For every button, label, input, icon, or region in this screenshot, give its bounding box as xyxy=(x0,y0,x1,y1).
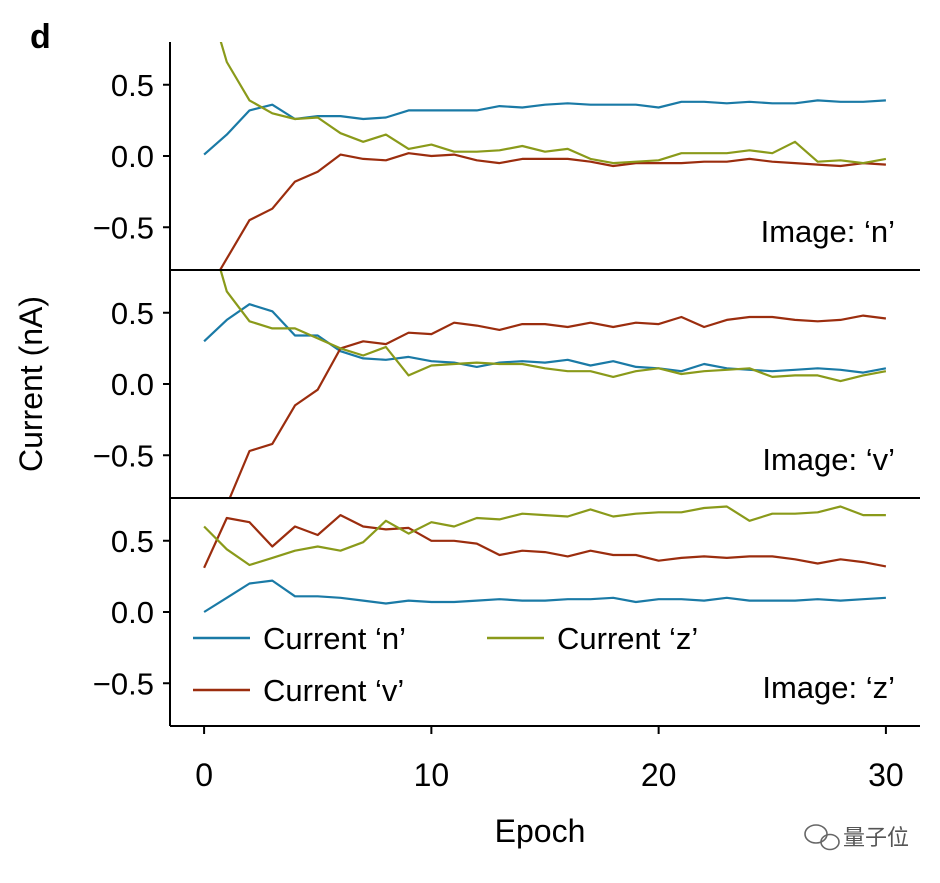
panel-label: d xyxy=(30,18,51,56)
series-line-currentz xyxy=(219,42,887,165)
y-tick-label: 0.0 xyxy=(111,595,154,630)
series-line-currentz xyxy=(203,505,886,567)
y-tick-label: 0.5 xyxy=(111,68,154,103)
y-tick-label: −0.5 xyxy=(93,210,154,245)
x-tick-label: 30 xyxy=(868,757,904,793)
y-axis-label: Current (nA) xyxy=(13,296,49,472)
series-line-currentn xyxy=(203,99,886,156)
series-group xyxy=(203,505,887,613)
panel-annotation: Image: ‘n’ xyxy=(761,214,895,249)
series-line-currentv xyxy=(218,152,886,270)
panel-3: −0.5 0.0 0.5 Image: ‘z’ 0 10 20 30 xyxy=(93,505,904,793)
y-tick-label: 0.0 xyxy=(111,367,154,402)
y-tick-label: 0.5 xyxy=(111,296,154,331)
watermark: 量子位 xyxy=(804,824,909,851)
series-group xyxy=(203,42,887,270)
panel-1: −0.5 0.0 0.5 Image: ‘n’ xyxy=(93,42,895,270)
y-tick-label: −0.5 xyxy=(93,438,154,473)
legend-label: Current ‘n’ xyxy=(263,621,406,656)
y-tick-label: 0.0 xyxy=(111,139,154,174)
legend-item-current-n: Current ‘n’ xyxy=(193,621,406,656)
y-tick-label: 0.5 xyxy=(111,524,154,559)
legend-label: Current ‘z’ xyxy=(557,621,698,656)
series-line-currentv xyxy=(228,314,887,498)
chart-panels: −0.5 0.0 0.5 Image: ‘n’ −0.5 0.0 0.5 Image: ‘v’… xyxy=(93,42,904,793)
legend-item-current-v: Current ‘v’ xyxy=(193,673,404,708)
panel-annotation: Image: ‘z’ xyxy=(762,670,895,705)
y-tick-label: −0.5 xyxy=(93,666,154,701)
wechat-icon xyxy=(804,824,840,851)
watermark-text: 量子位 xyxy=(843,825,909,850)
series-line-currentv xyxy=(203,513,887,569)
series-line-currentz xyxy=(219,270,887,383)
x-tick-label: 10 xyxy=(414,757,450,793)
legend-label: Current ‘v’ xyxy=(263,673,404,708)
panel-2: −0.5 0.0 0.5 Image: ‘v’ xyxy=(93,270,895,498)
x-axis-label: Epoch xyxy=(495,813,586,849)
series-group xyxy=(203,270,887,498)
axes-frame xyxy=(169,42,920,727)
panel-annotation: Image: ‘v’ xyxy=(762,442,895,477)
legend-item-current-z: Current ‘z’ xyxy=(487,621,698,656)
series-line-currentn xyxy=(203,303,887,374)
series-line-currentn xyxy=(203,579,886,613)
x-tick-label: 0 xyxy=(195,757,213,793)
legend: Current ‘n’ Current ‘v’ Current ‘z’ xyxy=(193,621,698,708)
x-tick-label: 20 xyxy=(641,757,677,793)
